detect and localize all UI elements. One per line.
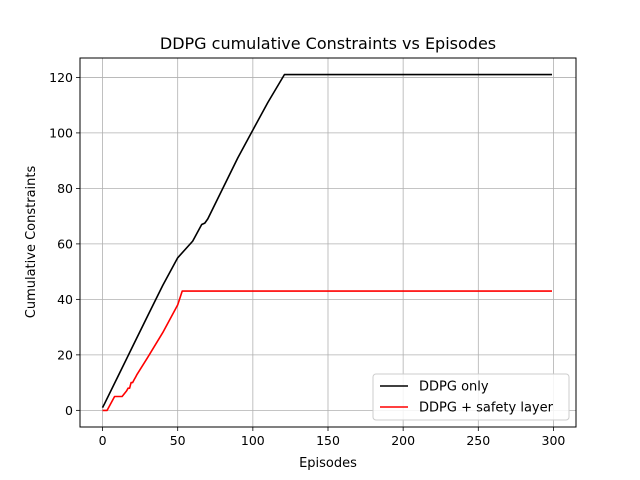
x-tick-label: 300: [542, 433, 566, 448]
y-tick-label: 60: [57, 236, 73, 251]
x-axis-label: Episodes: [299, 456, 357, 471]
legend-box: [372, 373, 570, 421]
x-tick-label: 250: [466, 433, 490, 448]
series-line-2: [102, 290, 552, 412]
x-tick-label: 200: [391, 433, 415, 448]
legend-label: DDPG only: [419, 380, 489, 395]
y-tick-label: 0: [65, 403, 73, 418]
x-tick-label: 150: [316, 433, 340, 448]
y-axis-label: Cumulative Constraints: [24, 166, 39, 319]
legend-label: DDPG + safety layer: [419, 401, 554, 416]
y-tick-label: 80: [57, 181, 73, 196]
axis-ticks: 0 50 100 150 200 250 300 0 20 40 60 80 100 120: [49, 70, 565, 448]
series-line-1: [101, 73, 552, 408]
x-tick-label: 50: [170, 433, 186, 448]
grid: [80, 58, 576, 427]
y-tick-label: 120: [49, 70, 73, 85]
legend: DDPG only DDPG + safety layer: [372, 373, 570, 421]
y-tick-label: 20: [57, 347, 73, 362]
x-tick-label: 100: [241, 433, 265, 448]
y-tick-label: 40: [57, 292, 73, 307]
chart-title: DDPG cumulative Constraints vs Episodes: [160, 34, 496, 53]
x-tick-label: 0: [99, 433, 107, 448]
plot-lines: [101, 73, 552, 412]
y-tick-label: 100: [49, 125, 73, 140]
